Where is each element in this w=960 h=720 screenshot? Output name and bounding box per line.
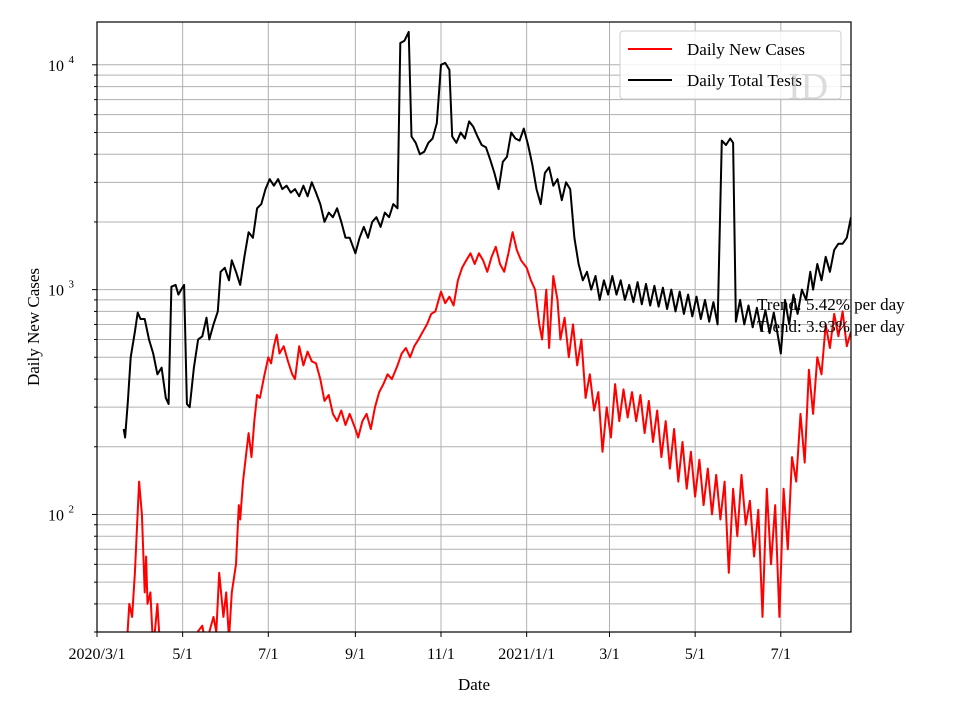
legend-label-tests: Daily Total Tests — [687, 71, 802, 90]
x-tick-label: 9/1 — [345, 646, 365, 663]
x-tick-label: 2021/1/1 — [498, 646, 555, 663]
trend-annotation-tests: Trend: 3.93% per day — [757, 317, 905, 336]
y-tick-exponent: 2 — [69, 503, 75, 515]
grid-lines — [96, 22, 851, 633]
y-tick-label: 10 — [48, 58, 64, 75]
series-line-daily-total-tests — [122, 30, 851, 439]
x-tick-label: 11/1 — [427, 646, 455, 663]
x-tick-label: 5/1 — [172, 646, 192, 663]
x-axis-ticks: 2020/3/1 5/1 7/1 9/1 11/1 2021/1/1 3/1 5/1 7/1 — [69, 632, 791, 663]
x-tick-label: 5/1 — [685, 646, 705, 663]
legend-box — [619, 30, 842, 100]
plot-frame — [96, 21, 852, 633]
y-axis-ticks: 10 2 10 3 10 4 — [48, 54, 97, 633]
watermark-logo: ID — [788, 66, 828, 108]
series-layer — [122, 30, 851, 632]
x-tick-label: 7/1 — [258, 646, 278, 663]
series-line-daily-new-cases — [126, 231, 851, 632]
legend: Daily New Cases Daily Total Tests ID — [619, 30, 842, 108]
y-tick-exponent: 4 — [69, 54, 75, 66]
x-axis-label: Date — [458, 675, 490, 694]
x-tick-label: 2020/3/1 — [69, 646, 126, 663]
x-tick-label: 7/1 — [771, 646, 791, 663]
y-tick-label: 10 — [48, 507, 64, 524]
legend-label-cases: Daily New Cases — [687, 40, 805, 59]
trend-annotation-cases: Trend: 5.42% per day — [757, 295, 905, 314]
x-tick-label: 3/1 — [599, 646, 619, 663]
y-tick-exponent: 3 — [69, 279, 75, 291]
y-axis-label: Daily New Cases — [24, 268, 43, 386]
y-tick-label: 10 — [48, 283, 64, 300]
trend-annotations: Trend: 5.42% per day Trend: 3.93% per da… — [757, 295, 905, 336]
